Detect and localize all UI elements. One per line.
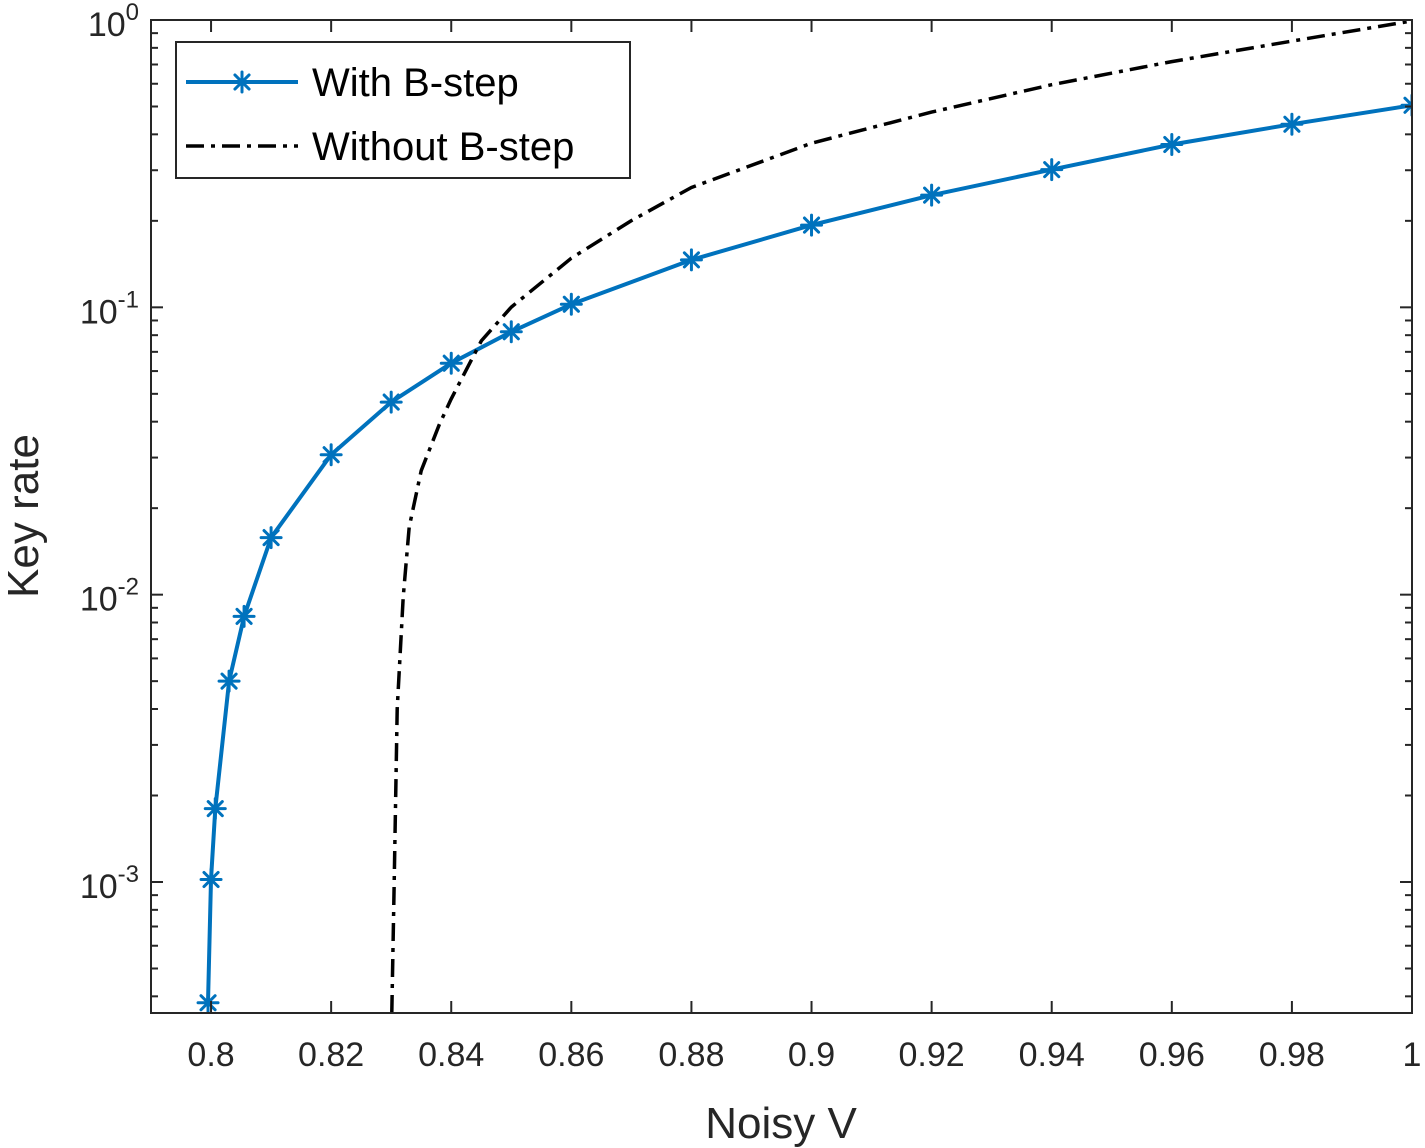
data-point-with-b-step-11: [679, 248, 703, 272]
data-point-with-b-step-9: [499, 320, 523, 344]
x-tick-label: 0.82: [298, 1036, 364, 1074]
x-tick-label: 0.92: [899, 1036, 965, 1074]
legend-box: [175, 41, 631, 179]
y-tick-label: 10-1: [80, 286, 139, 331]
plot-area: [151, 20, 1412, 1013]
data-point-with-b-step-5: [259, 526, 283, 550]
y-tick-label: 10-3: [80, 861, 139, 906]
legend-label-with-b-step: With B-step: [312, 61, 519, 105]
y-axis-ticks: 10-3 10-2 10-1 100: [80, 0, 1412, 998]
x-tick-label: 0.86: [538, 1036, 604, 1074]
data-point-with-b-step-13: [920, 183, 944, 207]
data-point-with-b-step-17: [1400, 93, 1412, 117]
x-tick-label: 1: [1403, 1036, 1422, 1074]
x-axis-title: Noisy V: [705, 1099, 857, 1148]
data-point-with-b-step-6: [319, 443, 343, 467]
data-point-with-b-step-2: [203, 797, 227, 821]
data-point-with-b-step-14: [1040, 158, 1064, 182]
x-tick-label: 0.9: [788, 1036, 835, 1074]
x-axis-ticks: 0.8 0.82 0.84 0.86 0.88 0.9 0.92 0.94 0.96 0.98 1: [187, 20, 1421, 1074]
axes-box: [150, 19, 1413, 1014]
y-axis-title: Key rate: [0, 434, 48, 598]
data-point-with-b-step-3: [217, 669, 241, 693]
x-tick-label: 0.8: [187, 1036, 234, 1074]
data-point-with-b-step-4: [232, 604, 256, 628]
data-point-with-b-step-1: [199, 868, 223, 892]
x-tick-label: 0.96: [1139, 1036, 1205, 1074]
legend-asterisk-marker: [230, 70, 254, 94]
legend-label-without-b-step: Without B-step: [312, 125, 574, 169]
data-point-with-b-step-8: [439, 351, 463, 375]
x-tick-label: 0.94: [1019, 1036, 1085, 1074]
x-tick-label: 0.84: [418, 1036, 484, 1074]
x-tick-label: 0.88: [658, 1036, 724, 1074]
y-tick-label: 10-2: [80, 574, 139, 619]
series-line-with-b-step: [206, 103, 1412, 1003]
data-point-with-b-step-15: [1160, 132, 1184, 156]
legend: With B-step Without B-step: [175, 41, 631, 179]
data-point-with-b-step-7: [379, 390, 403, 414]
series-with-b-step: [196, 93, 1412, 1013]
x-tick-label: 0.98: [1259, 1036, 1325, 1074]
legend-marker-with-b-step: [230, 70, 254, 94]
y-tick-label: 100: [88, 0, 139, 44]
data-point-with-b-step-0: [196, 991, 220, 1013]
series-layer: [196, 20, 1412, 1013]
data-point-with-b-step-12: [800, 213, 824, 237]
data-point-with-b-step-10: [559, 292, 583, 316]
series-line-without-b-step: [390, 20, 1412, 1013]
data-point-with-b-step-16: [1280, 112, 1304, 136]
axes-layer: [150, 19, 1413, 1014]
series-without-b-step: [390, 20, 1412, 1013]
